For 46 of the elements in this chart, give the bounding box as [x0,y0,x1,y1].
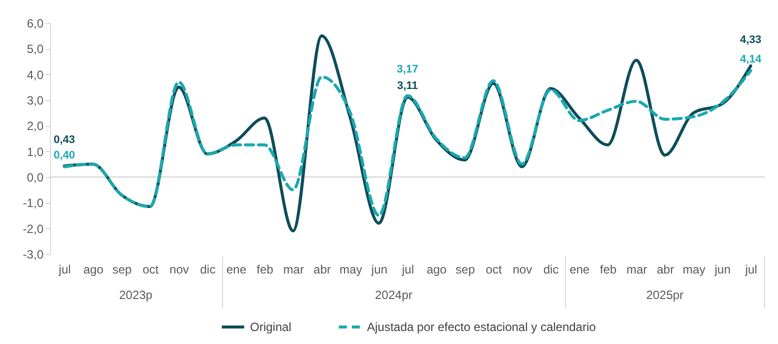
y-tick-label: 5,0 [26,42,44,56]
data-label: 3,11 [397,80,418,92]
text: 2025pr [646,288,684,302]
legend-label: Original [250,320,292,334]
x-tick-label: nov [170,262,189,276]
y-tick-label: 4,0 [26,68,44,82]
x-tick-label: sep [112,262,132,276]
y-tick-label: 6,0 [26,16,44,30]
data-label: 4,33 [740,34,762,46]
x-tick-label: mar [283,262,304,276]
x-tick-label: ago [83,262,104,276]
y-tick-label: 1,0 [26,144,44,159]
x-tick-label: nov [512,262,532,276]
y-tick-label: -2,0 [22,222,44,236]
legend-label: Ajustada por efecto estacional y calendario [367,320,596,334]
x-tick-label: ene [570,262,590,276]
x-tick-label: ago [426,262,447,276]
data-label: 0,43 [54,134,76,146]
x-tick-label: abr [314,262,331,276]
text: 2024pr [375,288,412,302]
x-tick-label: feb [600,262,617,276]
data-label: 4,14 [740,54,762,66]
x-tick-label: mar [626,262,648,276]
x-tick-label: dic [543,262,559,276]
text: 2023p [119,288,152,302]
x-tick-label: jun [370,262,388,276]
x-tick-label: jun [714,262,731,276]
x-tick-label: jul [400,262,414,276]
x-tick-label: ene [226,262,247,276]
x-tick-label: dic [200,262,216,276]
x-tick-label: abr [656,262,674,276]
x-tick-label: oct [142,262,160,276]
y-tick-label: -3,0 [22,248,44,262]
y-tick-label: 3,0 [26,94,44,108]
data-label: 3,17 [396,64,418,76]
x-tick-label: jul [744,262,758,276]
x-tick-label: oct [486,262,502,276]
x-tick-label: may [339,262,362,276]
x-tick-label: feb [256,262,274,276]
x-tick-label: may [682,262,706,276]
x-tick-label: jul [58,262,71,276]
data-label: 0,40 [54,150,76,162]
y-tick-label: 2,0 [26,119,44,134]
y-tick-label: -1,0 [22,196,44,210]
x-tick-label: sep [456,262,476,276]
y-tick-label: 0,0 [26,170,44,184]
